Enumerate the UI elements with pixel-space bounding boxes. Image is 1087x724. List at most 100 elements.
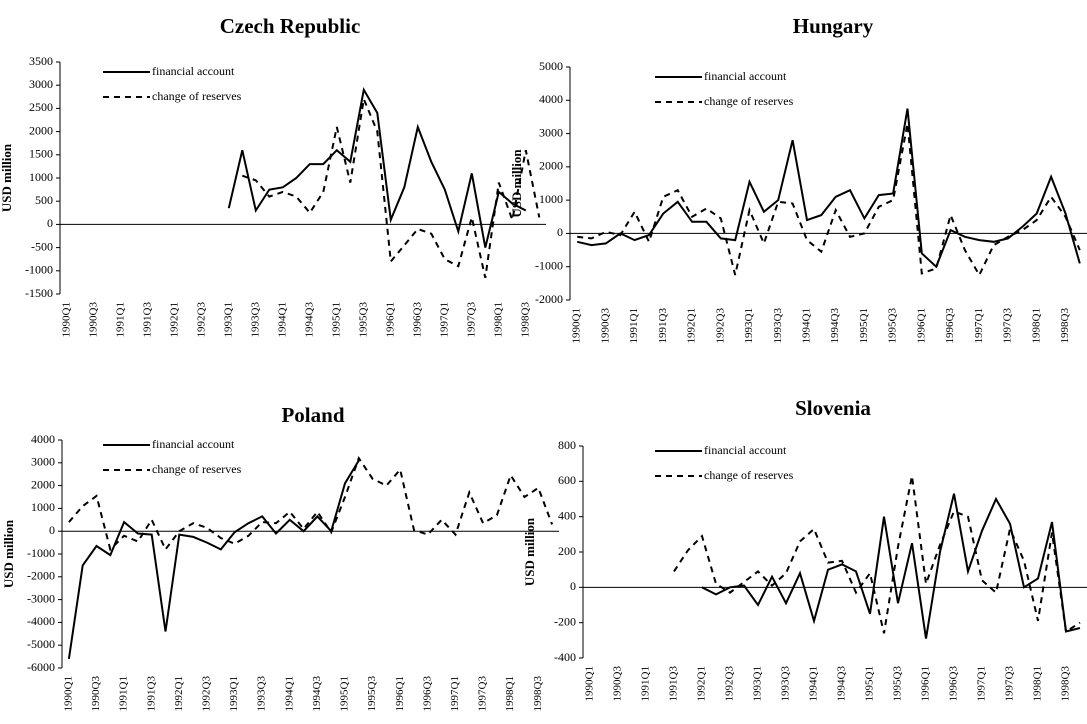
y-tick-label: -6000 — [27, 660, 55, 674]
x-tick-label: 1991Q3 — [141, 302, 153, 338]
x-tick-label: 1997Q1 — [438, 302, 450, 337]
y-axis-label: USD million — [509, 149, 524, 218]
x-tick-label: 1995Q3 — [892, 666, 904, 702]
x-tick-label: 1996Q1 — [920, 666, 932, 701]
x-tick-label: 1996Q3 — [421, 676, 433, 712]
x-tick-label: 1998Q1 — [492, 302, 504, 337]
x-tick-label: 1995Q3 — [357, 302, 369, 338]
x-tick-label: 1995Q1 — [864, 666, 876, 701]
y-tick-label: 2000 — [539, 159, 563, 173]
y-tick-label: 4000 — [539, 92, 563, 106]
y-tick-label: -1000 — [27, 546, 55, 560]
x-tick-label: 1992Q1 — [686, 308, 698, 343]
x-tick-label: 1994Q1 — [800, 308, 812, 343]
x-tick-label: 1994Q1 — [283, 676, 295, 711]
x-tick-label: 1997Q3 — [1004, 666, 1016, 702]
y-tick-label: -2000 — [27, 569, 55, 583]
chart-title: Czech Republic — [220, 14, 361, 38]
y-tick-label: -1000 — [25, 263, 53, 277]
y-tick-label: 2000 — [31, 477, 55, 491]
x-tick-label: 1992Q3 — [200, 676, 212, 712]
x-tick-label: 1994Q3 — [836, 666, 848, 702]
y-tick-label: 1000 — [31, 500, 55, 514]
series-line — [577, 123, 1081, 278]
y-tick-label: 1000 — [29, 170, 53, 184]
x-tick-label: 1996Q1 — [394, 676, 406, 711]
x-tick-label: 1995Q1 — [858, 308, 870, 343]
series-line — [68, 455, 554, 552]
x-tick-label: 1998Q3 — [1060, 666, 1072, 702]
x-tick-label: 1994Q3 — [311, 676, 323, 712]
x-tick-label: 1996Q3 — [411, 302, 423, 338]
series-line — [673, 475, 1081, 634]
y-tick-label: 4000 — [31, 432, 55, 446]
y-tick-label: -5000 — [27, 637, 55, 651]
x-tick-label: 1991Q3 — [668, 666, 680, 702]
x-tick-label: 1992Q1 — [173, 676, 185, 711]
series-line — [241, 95, 541, 279]
y-tick-label: 0 — [47, 216, 53, 230]
x-tick-label: 1996Q1 — [384, 302, 396, 337]
legend-label: change of reserves — [704, 468, 794, 482]
x-tick-label: 1997Q3 — [465, 302, 477, 338]
x-tick-label: 1998Q3 — [519, 302, 531, 338]
legend-label: change of reserves — [152, 462, 242, 476]
y-tick-label: 5000 — [539, 59, 563, 73]
x-tick-label: 1991Q1 — [118, 676, 130, 711]
chart-title: Slovenia — [795, 396, 871, 420]
x-tick-label: 1992Q3 — [724, 666, 736, 702]
y-tick-label: 2500 — [29, 100, 53, 114]
x-tick-label: 1992Q1 — [168, 302, 180, 337]
x-tick-label: 1995Q1 — [339, 676, 351, 711]
y-axis-label: USD million — [1, 519, 16, 588]
legend-label: change of reserves — [152, 89, 242, 103]
y-tick-label: 500 — [35, 193, 53, 207]
legend-label: financial account — [704, 443, 787, 457]
x-tick-label: 1990Q3 — [90, 676, 102, 712]
x-tick-label: 1998Q3 — [532, 676, 544, 712]
y-tick-label: 800 — [558, 438, 576, 452]
x-tick-label: 1996Q3 — [944, 308, 956, 344]
x-tick-label: 1991Q3 — [657, 308, 669, 344]
x-tick-label: 1996Q1 — [915, 308, 927, 343]
series-line — [701, 493, 1081, 639]
x-tick-label: 1990Q1 — [62, 676, 74, 711]
y-tick-label: 3000 — [29, 77, 53, 91]
x-tick-label: 1990Q3 — [612, 666, 624, 702]
chart-title: Hungary — [793, 14, 874, 38]
y-tick-label: -3000 — [27, 591, 55, 605]
y-tick-label: -1000 — [535, 258, 563, 272]
x-tick-label: 1997Q3 — [477, 676, 489, 712]
x-tick-label: 1990Q1 — [60, 302, 72, 337]
y-tick-label: -2000 — [535, 292, 563, 306]
x-tick-label: 1993Q3 — [249, 302, 261, 338]
y-tick-label: -4000 — [27, 614, 55, 628]
x-tick-label: 1991Q1 — [640, 666, 652, 701]
x-tick-label: 1993Q3 — [256, 676, 268, 712]
y-tick-label: 3500 — [29, 54, 53, 68]
series-line — [576, 108, 1081, 269]
x-tick-label: 1994Q3 — [303, 302, 315, 338]
x-tick-label: 1998Q1 — [1032, 666, 1044, 701]
x-tick-label: 1993Q1 — [752, 666, 764, 701]
x-tick-label: 1995Q1 — [330, 302, 342, 337]
x-tick-label: 1997Q3 — [1002, 308, 1014, 344]
x-tick-label: 1998Q1 — [1030, 308, 1042, 343]
x-tick-label: 1995Q3 — [887, 308, 899, 344]
y-tick-label: 1000 — [539, 192, 563, 206]
x-tick-label: 1993Q1 — [222, 302, 234, 337]
x-tick-label: 1997Q1 — [973, 308, 985, 343]
x-tick-label: 1994Q1 — [276, 302, 288, 337]
series-line — [67, 459, 360, 660]
x-tick-label: 1993Q3 — [772, 308, 784, 344]
x-tick-label: 1994Q1 — [808, 666, 820, 701]
legend-label: change of reserves — [704, 94, 794, 108]
legend-label: financial account — [152, 64, 235, 78]
x-tick-label: 1998Q1 — [504, 676, 516, 711]
y-tick-label: 200 — [558, 544, 576, 558]
y-tick-label: 3000 — [31, 455, 55, 469]
x-tick-label: 1991Q1 — [628, 308, 640, 343]
x-tick-label: 1996Q3 — [948, 666, 960, 702]
x-tick-label: 1990Q1 — [571, 308, 583, 343]
